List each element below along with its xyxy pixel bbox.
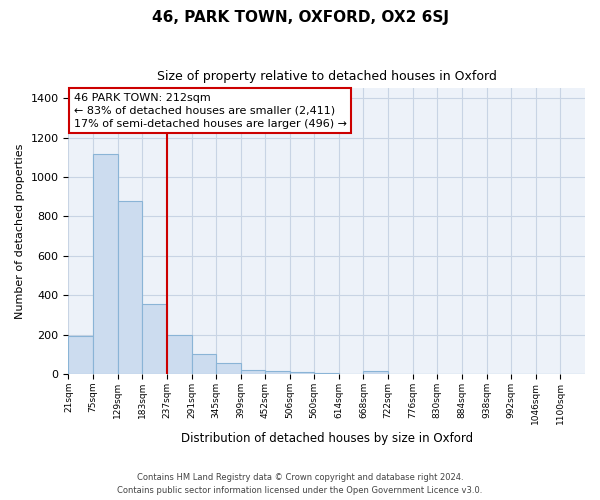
Bar [93,154,118,374]
Title: Size of property relative to detached houses in Oxford: Size of property relative to detached ho… [157,70,497,83]
Bar [167,336,191,374]
Bar [142,304,167,374]
Bar [265,371,290,374]
Bar [314,373,339,374]
Y-axis label: Number of detached properties: Number of detached properties [15,144,25,319]
Bar [118,200,142,374]
Text: 46, PARK TOWN, OXFORD, OX2 6SJ: 46, PARK TOWN, OXFORD, OX2 6SJ [151,10,449,25]
Text: 46 PARK TOWN: 212sqm
← 83% of detached houses are smaller (2,411)
17% of semi-de: 46 PARK TOWN: 212sqm ← 83% of detached h… [74,92,347,129]
Bar [241,370,265,374]
Bar [290,372,314,374]
Bar [191,354,216,374]
Bar [216,363,241,374]
X-axis label: Distribution of detached houses by size in Oxford: Distribution of detached houses by size … [181,432,473,445]
Bar [364,371,388,374]
Bar [68,336,93,374]
Text: Contains HM Land Registry data © Crown copyright and database right 2024.
Contai: Contains HM Land Registry data © Crown c… [118,474,482,495]
